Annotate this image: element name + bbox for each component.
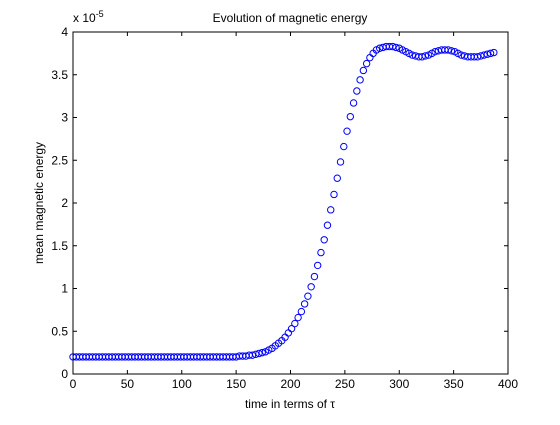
data-point [320, 236, 328, 244]
x-axis-label: time in terms of τ [245, 397, 335, 411]
data-point [490, 48, 498, 57]
data-point [323, 221, 332, 229]
x-tick-label: 50 [121, 377, 135, 391]
data-point [317, 248, 325, 257]
data-point [343, 127, 351, 135]
y-tick-label: 4 [61, 25, 68, 39]
data-point [346, 112, 355, 121]
x-axis-label-text: time in terms of [245, 397, 330, 411]
data-point [486, 49, 495, 58]
data-point [304, 292, 312, 300]
y-tick-label: 3.5 [51, 68, 68, 82]
x-tick-label: 100 [172, 377, 192, 391]
data-point [359, 66, 368, 75]
y-tick-label: 1.5 [51, 239, 68, 253]
data-point [389, 42, 397, 51]
data-point [287, 324, 296, 333]
x-tick-label: 300 [389, 377, 409, 391]
data-point [444, 46, 452, 54]
data-point [447, 47, 456, 55]
data-point [480, 51, 488, 59]
y-axis-label: mean magnetic energy [32, 142, 46, 264]
x-axis-label-symbol: τ [330, 397, 335, 411]
data-point [392, 43, 400, 52]
data-point [457, 51, 465, 59]
data-point [333, 174, 341, 182]
data-point [300, 300, 309, 308]
data-point [340, 142, 348, 151]
data-point [356, 76, 364, 84]
y-exponent-label: x 10-5 [73, 9, 104, 25]
data-point [336, 158, 345, 166]
x-tick-label: 400 [498, 377, 518, 391]
data-point [477, 52, 485, 60]
data-markers [69, 42, 498, 361]
data-point [313, 261, 322, 270]
chart-title: Evolution of magnetic energy [213, 11, 368, 25]
data-point [307, 283, 315, 291]
data-point [431, 47, 439, 56]
data-point [408, 51, 416, 59]
data-point [258, 348, 266, 357]
x-tick-label: 250 [335, 377, 355, 391]
data-point [421, 52, 430, 60]
data-point [330, 190, 338, 199]
data-point [255, 349, 263, 358]
y-tick-label: 3 [61, 111, 68, 125]
data-point [294, 313, 302, 322]
y-axis-ticks: 0 0.5 1 1.5 2 2.5 3 3.5 4 [51, 25, 508, 381]
data-point [362, 59, 371, 68]
y-exponent-prefix: x 10 [73, 11, 96, 25]
plot-area [72, 31, 509, 375]
x-tick-label: 200 [280, 377, 300, 391]
data-point [252, 350, 260, 359]
data-point [375, 44, 384, 52]
data-point [291, 319, 299, 328]
y-tick-label: 2 [61, 196, 68, 210]
y-tick-label: 0 [61, 367, 68, 381]
data-point [248, 351, 257, 359]
data-point [327, 206, 335, 214]
data-point [297, 307, 306, 316]
x-tick-label: 150 [226, 377, 246, 391]
data-point [310, 272, 319, 281]
y-tick-label: 0.5 [51, 324, 68, 338]
y-tick-label: 1 [61, 282, 68, 296]
data-point [349, 99, 358, 107]
data-point [353, 87, 361, 95]
data-point [483, 50, 492, 58]
x-axis-ticks: 0 50 100 150 200 250 300 350 400 [70, 32, 518, 391]
x-tick-label: 0 [70, 377, 77, 391]
data-point [418, 53, 426, 61]
y-tick-label: 2.5 [51, 153, 68, 167]
x-tick-label: 350 [444, 377, 464, 391]
y-exponent-power: -5 [96, 9, 104, 19]
data-point [473, 53, 482, 61]
